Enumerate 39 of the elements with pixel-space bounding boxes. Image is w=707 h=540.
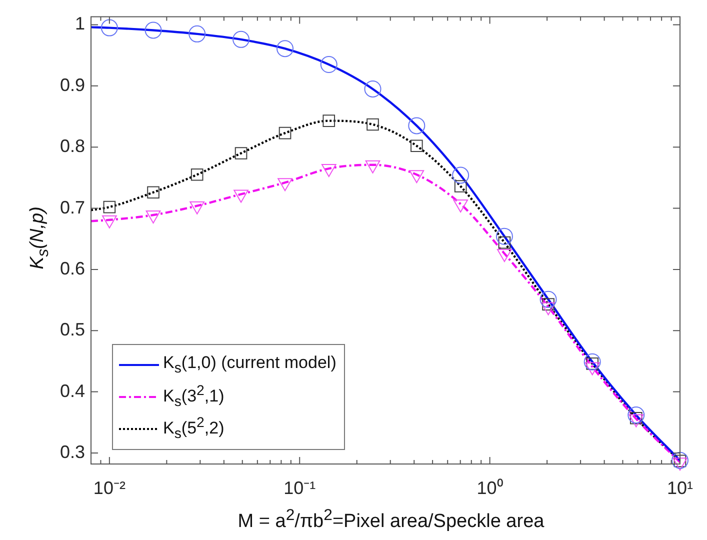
y-tick-label: 0.4 [60, 380, 85, 401]
point [190, 168, 204, 181]
y-tick-label: 1 [74, 14, 85, 34]
point [234, 147, 248, 160]
x-tick-label: 10⁰ [476, 478, 503, 498]
point [408, 117, 426, 134]
point [410, 140, 423, 152]
point [454, 180, 467, 192]
point [100, 19, 118, 36]
point [584, 353, 601, 370]
legend-label: K$_{s}$(5$^{2}$,2) [163, 415, 224, 443]
legend-label: K$_{s}$(3$^{2}$,1) [163, 383, 224, 411]
x-tick-label: 10⁻¹ [284, 478, 316, 498]
point [144, 22, 162, 39]
point [278, 126, 292, 140]
y-tick-label: 0.9 [60, 74, 85, 95]
point [628, 406, 645, 424]
point [103, 200, 116, 214]
y-tick-label: 0.8 [60, 136, 85, 156]
point [276, 40, 294, 58]
x-tick-label: 10⁻² [93, 478, 126, 498]
point [188, 25, 206, 42]
point [147, 186, 160, 199]
point [496, 228, 513, 245]
point [671, 452, 688, 469]
point [452, 166, 470, 184]
y-tick-label: 0.5 [60, 320, 85, 340]
y-tick-label: 0.6 [60, 258, 85, 278]
point [320, 56, 338, 74]
point [322, 114, 336, 127]
y-tick-label: 0.3 [60, 442, 85, 462]
point [364, 80, 382, 98]
point [366, 118, 379, 131]
x-tick-label: 10¹ [666, 478, 694, 498]
point [232, 30, 250, 48]
point [540, 290, 557, 308]
x-axis-title: M = a$^{2}$/πb$^{2}$=Pixel area/Speckle area [238, 506, 544, 534]
legend-label: K$_{s}$(1,0) (current model) [163, 353, 336, 377]
y-tick-label: 0.7 [60, 197, 85, 218]
